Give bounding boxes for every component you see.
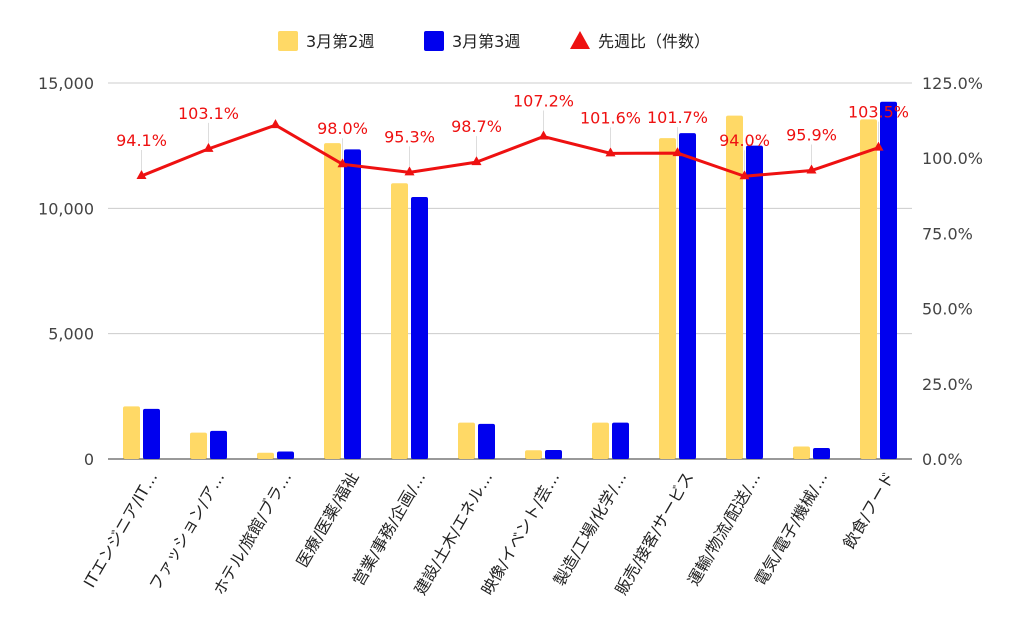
legend-label: 先週比（件数） (598, 32, 710, 51)
right-tick-label: 50.0% (922, 300, 973, 319)
line-point (605, 147, 616, 157)
bar (478, 423, 495, 459)
bar (793, 446, 810, 459)
data-label: 98.0% (317, 119, 368, 138)
line-series (136, 119, 884, 180)
line-point (136, 169, 147, 179)
bar (277, 451, 294, 459)
bar-series (123, 101, 897, 460)
left-tick-label: 0 (84, 450, 94, 469)
data-label: 95.3% (384, 127, 435, 146)
right-tick-label: 0.0% (922, 450, 963, 469)
category-label: 電気/電子/機械/… (751, 469, 832, 590)
bar (257, 452, 274, 459)
bar (880, 101, 897, 460)
right-tick-label: 100.0% (922, 149, 983, 168)
legend-swatch (278, 31, 298, 51)
category-label: ファッション/ア… (145, 469, 228, 594)
bar (123, 406, 140, 459)
data-label: 101.7% (647, 108, 708, 127)
data-label: 107.2% (513, 92, 574, 111)
left-tick-label: 10,000 (38, 199, 94, 218)
data-label: 98.7% (451, 117, 502, 136)
category-label: 運輸/物流/配送/… (684, 469, 765, 590)
bar (210, 430, 227, 459)
bar (525, 450, 542, 459)
legend-label: 3月第3週 (452, 32, 520, 51)
data-label: 101.6% (580, 108, 641, 127)
category-labels: ITエンジニア/IT…ファッション/ア…ホテル/旅館/ブラ…医療/医薬/福祉営業… (80, 469, 899, 599)
bar (458, 422, 475, 459)
right-tick-label: 75.0% (922, 224, 973, 243)
line-point (873, 141, 884, 151)
line-point (471, 156, 482, 166)
bar (612, 422, 629, 459)
right-axis-ticks: 0.0% 25.0% 50.0% 75.0% 100.0% 125.0% (922, 74, 983, 469)
category-label: 医療/医薬/福祉 (293, 469, 363, 571)
legend-swatch (424, 31, 444, 51)
bar (746, 145, 763, 459)
line-point (538, 130, 549, 140)
bar (190, 432, 207, 459)
bar (860, 119, 877, 459)
line-path (140, 123, 879, 178)
bar (726, 115, 743, 459)
line-point (337, 158, 348, 168)
bar (324, 143, 341, 459)
bar (411, 197, 428, 459)
right-tick-label: 25.0% (922, 375, 973, 394)
line-point (672, 147, 683, 157)
bar (143, 408, 160, 459)
legend-label: 3月第2週 (306, 32, 374, 51)
category-label: 製造/工場/化学/… (550, 469, 631, 590)
data-label: 94.1% (116, 131, 167, 150)
bar (344, 149, 361, 459)
bar (679, 133, 696, 459)
data-label: 103.1% (178, 104, 239, 123)
chart-legend: 3月第2週 3月第3週 先週比（件数） (278, 31, 710, 51)
bar (813, 447, 830, 459)
line-point (404, 166, 415, 176)
data-labels: 94.1% 103.1% 98.0% 95.3% 98.7% 107.2% 101.6% 10… (116, 92, 909, 171)
bar (545, 449, 562, 459)
bar (659, 138, 676, 459)
line-point (270, 119, 281, 129)
category-label: 営業/事務/企画/… (349, 469, 430, 590)
right-tick-label: 125.0% (922, 74, 983, 93)
left-axis-ticks: 0 5,000 10,000 15,000 (38, 74, 94, 469)
gridlines (108, 82, 912, 460)
data-label: 94.0% (719, 131, 770, 150)
legend-marker (570, 31, 590, 49)
category-label: ITエンジニア/IT… (80, 469, 162, 591)
bar (592, 422, 609, 459)
line-point (203, 142, 214, 152)
left-tick-label: 5,000 (48, 325, 94, 344)
left-tick-label: 15,000 (38, 74, 94, 93)
bar (391, 183, 408, 459)
line-point (806, 164, 817, 174)
data-label: 95.9% (786, 126, 837, 145)
line-point (739, 170, 750, 180)
data-label: 103.5% (848, 103, 909, 122)
category-label: 飲食/フード (839, 469, 898, 552)
